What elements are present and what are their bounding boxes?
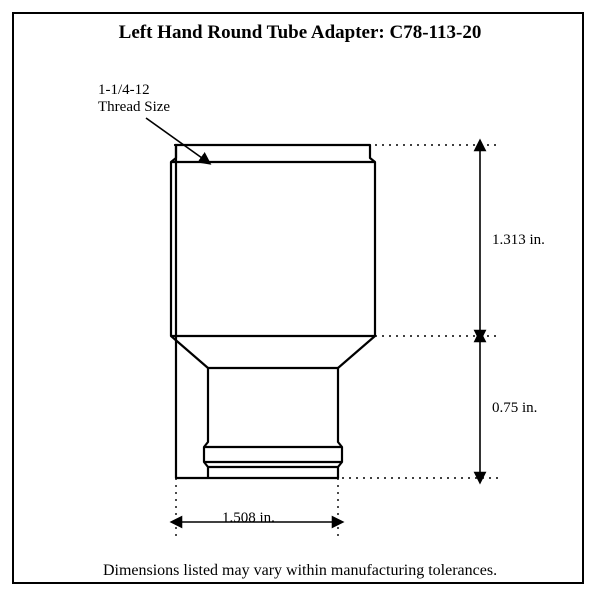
dim-base-width: 1.508 in. — [222, 510, 275, 527]
page: Left Hand Round Tube Adapter: C78-113-20 — [0, 0, 600, 600]
footnote: Dimensions listed may vary within manufa… — [0, 562, 600, 580]
drawing-canvas — [0, 0, 600, 600]
dim-upper-height: 1.313 in. — [492, 232, 545, 249]
part-outline — [171, 145, 375, 478]
thread-size-label: 1-1/4-12 Thread Size — [98, 82, 170, 117]
thread-callout-arrow — [146, 118, 202, 158]
dim-lower-height: 0.75 in. — [492, 400, 537, 417]
